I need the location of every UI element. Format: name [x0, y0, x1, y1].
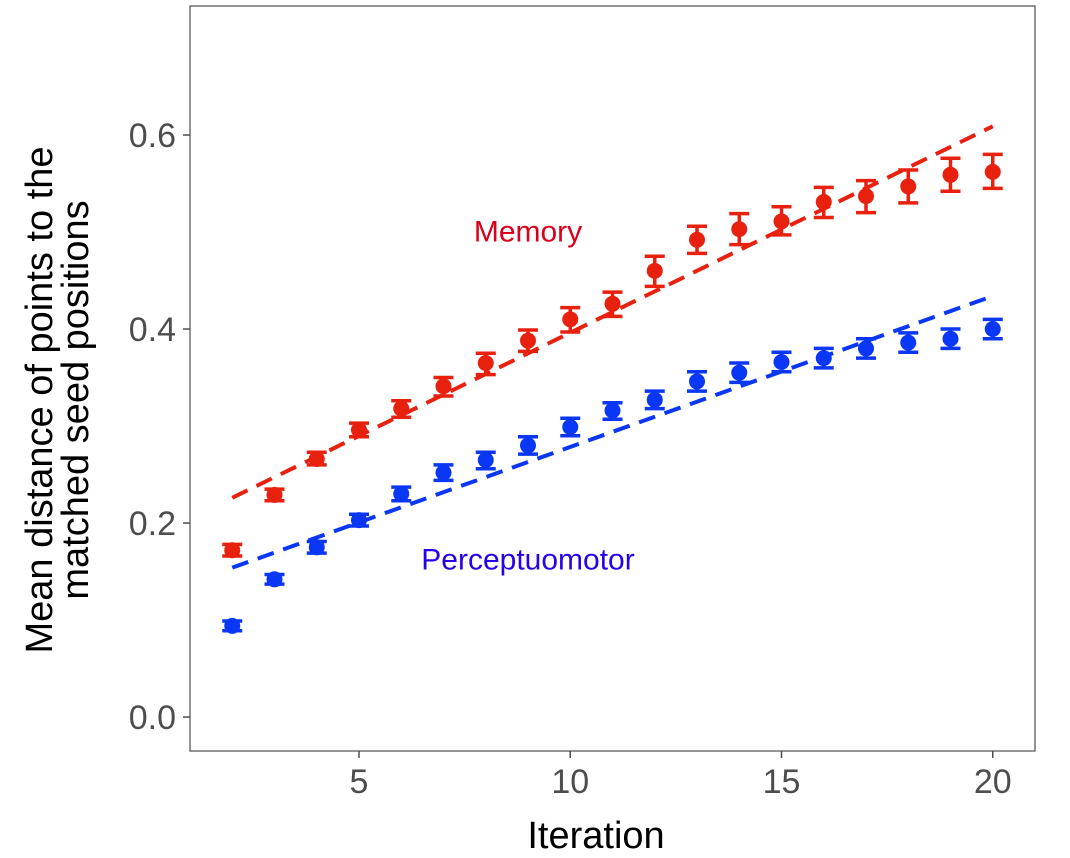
- memory-point: [393, 400, 410, 417]
- perceptuomotor-point: [435, 464, 452, 481]
- perceptuomotor-point: [984, 321, 1001, 338]
- x-axis: 5 10 15 20: [350, 751, 1012, 801]
- memory-point: [477, 354, 494, 371]
- x-tick-label: 5: [350, 763, 369, 801]
- y-axis-title-line-1: Mean distance of points to the: [19, 147, 61, 654]
- y-tick-label: 0.2: [129, 505, 176, 543]
- y-axis: 0.0 0.2 0.4 0.6: [129, 117, 190, 737]
- x-tick-label: 10: [551, 763, 589, 801]
- memory-point: [984, 163, 1001, 180]
- y-axis-title: Mean distance of points to the matched s…: [19, 147, 97, 654]
- memory-point: [942, 166, 959, 183]
- x-axis-title: Iteration: [527, 815, 664, 857]
- series-layer: Memory Perceptuomotor: [222, 124, 1003, 634]
- memory-point: [562, 311, 579, 328]
- memory-point: [520, 332, 536, 349]
- perceptuomotor-point: [224, 617, 241, 634]
- perceptuomotor-point: [562, 419, 579, 436]
- perceptuomotor-point: [477, 451, 494, 468]
- memory-point: [858, 188, 874, 205]
- memory-point: [646, 262, 663, 279]
- memory-point: [604, 295, 621, 312]
- y-axis-title-line-2: matched seed positions: [55, 200, 97, 599]
- memory-series-label: Memory: [474, 216, 582, 249]
- memory-point: [689, 231, 705, 248]
- perceptuomotor-point: [689, 373, 705, 390]
- perceptuomotor-point: [604, 402, 621, 419]
- perceptuomotor-point: [266, 571, 283, 588]
- memory-point: [773, 213, 790, 230]
- perceptuomotor-series-label: Perceptuomotor: [421, 544, 634, 577]
- memory-point: [308, 451, 325, 468]
- memory-point: [351, 421, 367, 438]
- y-tick-label: 0.0: [129, 699, 176, 737]
- perceptuomotor-point: [773, 354, 790, 371]
- y-tick-label: 0.4: [129, 311, 176, 349]
- x-tick-label: 20: [974, 763, 1012, 801]
- memory-point: [731, 221, 748, 238]
- perceptuomotor-point: [942, 330, 959, 347]
- perceptuomotor-point: [351, 512, 367, 529]
- perceptuomotor-point: [731, 364, 748, 381]
- y-tick-label: 0.6: [129, 117, 176, 155]
- series-memory: Memory: [222, 124, 1003, 559]
- memory-point: [900, 178, 917, 195]
- memory-point: [266, 486, 283, 503]
- series-perceptuomotor: Perceptuomotor: [222, 294, 1003, 634]
- x-tick-label: 15: [763, 763, 801, 801]
- memory-point: [224, 542, 241, 559]
- perceptuomotor-point: [393, 485, 410, 502]
- perceptuomotor-point: [900, 334, 917, 351]
- perceptuomotor-point: [858, 340, 874, 357]
- memory-point: [435, 378, 452, 395]
- perceptuomotor-point: [815, 350, 832, 367]
- perceptuomotor-point: [520, 437, 536, 454]
- plot-panel: [189, 5, 1036, 752]
- perceptuomotor-point: [308, 539, 325, 556]
- memory-point: [815, 193, 832, 210]
- perceptuomotor-point: [646, 391, 663, 408]
